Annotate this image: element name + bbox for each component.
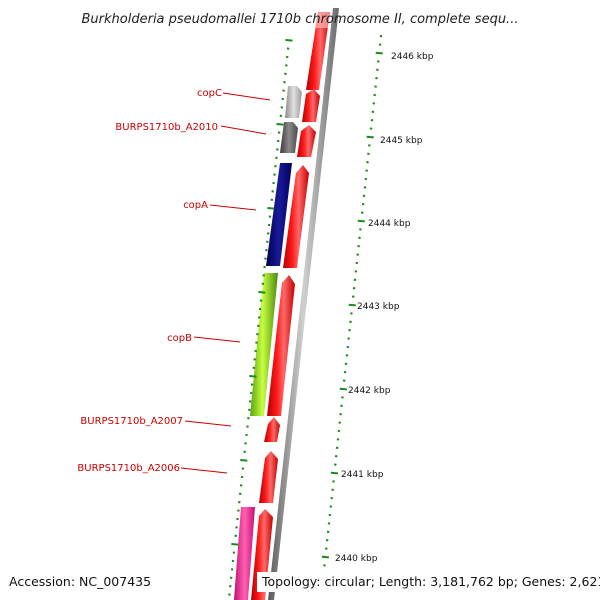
forward-gene-1 <box>306 12 330 90</box>
outer-tick <box>321 555 329 559</box>
gene-copA <box>266 163 292 266</box>
backbone-ring <box>268 8 339 600</box>
outer-tick <box>330 471 338 475</box>
scale-label-2443: 2443 kbp <box>357 302 400 312</box>
outer-tick <box>339 387 347 391</box>
outer-tick <box>375 51 383 55</box>
footer-summary-bg <box>257 572 597 592</box>
label-BURPS1710b_A2010: BURPS1710b_A2010 <box>115 122 218 133</box>
label-copA: copA <box>183 200 208 211</box>
scale-label-2446: 2446 kbp <box>391 52 434 62</box>
map-title: Burkholderia pseudomallei 1710b chromoso… <box>82 12 519 27</box>
outer-tick-ring <box>320 35 383 592</box>
scale-label-2440: 2440 kbp <box>335 554 378 564</box>
inner-tick <box>240 459 248 462</box>
footer-accession-bg <box>2 572 152 592</box>
gene-lower-pink <box>234 507 255 600</box>
forward-gene-top-highlight <box>315 12 330 28</box>
scale-label-2442: 2442 kbp <box>348 386 391 396</box>
label-copC: copC <box>197 88 222 99</box>
inner-tick <box>231 543 239 546</box>
scale-label-2441: 2441 kbp <box>341 470 384 480</box>
forward-gene-3 <box>297 125 316 157</box>
inner-tick <box>258 291 266 294</box>
outer-tick <box>366 135 374 139</box>
inner-tick <box>267 207 275 210</box>
scale-label-2444: 2444 kbp <box>368 219 411 229</box>
forward-gene-7 <box>259 451 278 503</box>
label-BURPS1710b_A2006: BURPS1710b_A2006 <box>77 463 180 474</box>
scale-label-2445: 2445 kbp <box>380 136 423 146</box>
forward-gene-2 <box>302 89 320 122</box>
forward-strand-genes <box>251 12 330 600</box>
forward-gene-5 <box>267 275 295 416</box>
label-BURPS1710b_A2007: BURPS1710b_A2007 <box>80 416 183 427</box>
forward-gene-6 <box>264 417 280 442</box>
outer-tick <box>348 303 356 307</box>
forward-gene-8 <box>251 509 273 600</box>
inner-tick <box>249 375 257 378</box>
inner-tick <box>285 39 293 42</box>
outer-tick <box>357 219 365 223</box>
label-copB: copB <box>167 333 192 344</box>
forward-gene-4 <box>283 165 309 268</box>
gene-BURPS1710b_A2010 <box>280 122 298 153</box>
gene-copC <box>285 86 302 118</box>
gene-label-connectors <box>180 92 271 474</box>
footer-summary: Topology: circular; Length: 3,181,762 bp… <box>261 574 600 589</box>
inner-tick-ring <box>228 39 293 596</box>
reverse-strand-genes <box>234 86 302 600</box>
footer-accession: Accession: NC_007435 <box>9 574 151 589</box>
gene-copB <box>250 273 278 416</box>
inner-tick <box>276 123 284 126</box>
